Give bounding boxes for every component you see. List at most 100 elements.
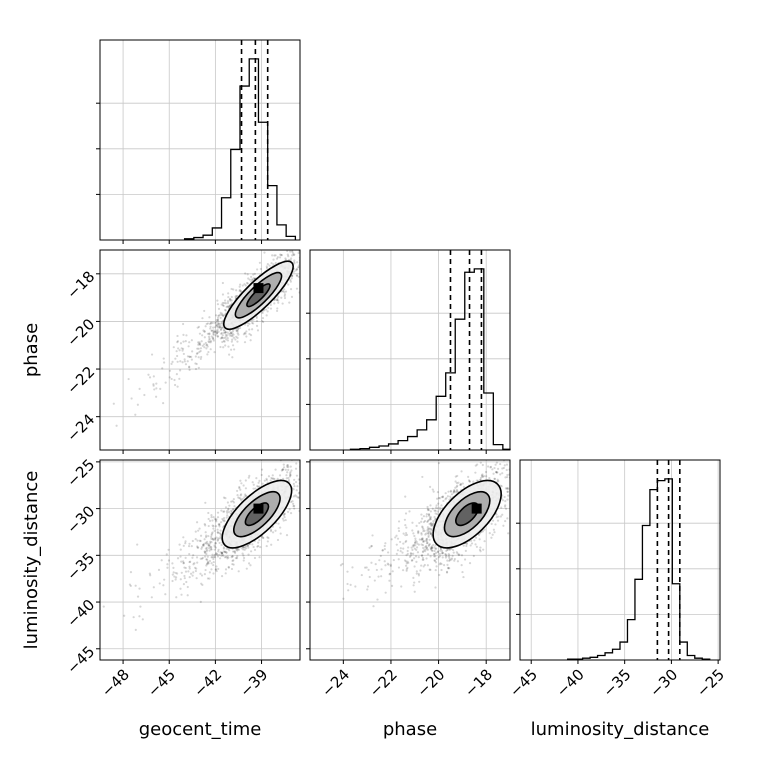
- sample-point: [197, 546, 200, 549]
- sample-point: [457, 553, 460, 557]
- sample-point: [222, 550, 225, 553]
- sample-point: [221, 326, 224, 329]
- sample-point: [207, 340, 210, 343]
- sample-point: [339, 564, 343, 567]
- sample-point: [134, 628, 137, 631]
- sample-point: [460, 470, 463, 473]
- sample-point: [262, 320, 265, 324]
- sample-point: [430, 547, 433, 550]
- sample-point: [242, 548, 245, 551]
- sample-point: [220, 336, 223, 339]
- sample-point: [216, 320, 220, 323]
- sample-point: [204, 550, 207, 553]
- sample-point: [205, 344, 208, 347]
- sample-point: [228, 304, 231, 308]
- sample-point: [170, 377, 173, 381]
- sample-point: [289, 473, 292, 477]
- sample-point: [230, 567, 234, 571]
- sample-point: [293, 507, 296, 510]
- sample-point: [487, 465, 490, 468]
- sample-point: [302, 245, 304, 247]
- sample-point: [429, 530, 432, 534]
- sample-point: [252, 273, 255, 276]
- sample-point: [417, 530, 420, 534]
- sample-point: [172, 571, 175, 574]
- sample-point: [152, 375, 155, 378]
- sample-point: [215, 324, 219, 327]
- sample-point: [160, 559, 163, 562]
- sample-point: [215, 321, 218, 324]
- sample-point: [191, 539, 194, 543]
- sample-point: [500, 506, 503, 509]
- sample-point: [421, 525, 424, 528]
- sample-point: [283, 291, 286, 294]
- sample-point: [176, 354, 179, 358]
- sample-point: [462, 575, 465, 579]
- sample-point: [279, 532, 282, 535]
- sample-point: [426, 507, 429, 511]
- sample-point: [422, 527, 425, 531]
- sample-point: [506, 473, 509, 477]
- sample-point: [228, 297, 232, 301]
- sample-point: [239, 326, 242, 330]
- sample-point: [436, 550, 439, 553]
- sample-point: [505, 468, 508, 472]
- sample-point: [481, 475, 484, 479]
- sample-point: [442, 564, 446, 567]
- sample-point: [198, 342, 201, 345]
- sample-point: [402, 547, 405, 550]
- tick-label-x-geocent-time: −45: [144, 666, 179, 701]
- sample-point: [210, 514, 213, 517]
- sample-point: [224, 331, 227, 334]
- sample-point: [188, 576, 191, 579]
- sample-point: [257, 541, 260, 544]
- sample-point: [202, 544, 205, 547]
- sample-point: [219, 557, 222, 560]
- sample-point: [203, 555, 207, 558]
- sample-point: [167, 559, 170, 562]
- sample-point: [198, 539, 201, 542]
- sample-point: [405, 560, 408, 563]
- sample-point: [436, 507, 439, 510]
- sample-point: [273, 298, 277, 301]
- sample-point: [468, 480, 472, 483]
- sample-point: [284, 258, 288, 261]
- sample-point: [306, 257, 308, 259]
- sample-point: [238, 288, 241, 292]
- sample-point: [132, 616, 135, 619]
- sample-point: [397, 520, 401, 523]
- sample-point: [210, 537, 213, 540]
- sample-point: [289, 465, 292, 468]
- sample-point: [182, 340, 185, 343]
- sample-point: [240, 493, 243, 496]
- sample-point: [216, 303, 220, 306]
- sample-point: [507, 487, 510, 490]
- sample-point: [277, 301, 280, 304]
- sample-point: [380, 568, 383, 571]
- sample-point: [279, 526, 282, 529]
- sample-point: [330, 233, 332, 235]
- sample-point: [434, 555, 437, 558]
- sample-point: [503, 505, 507, 508]
- sample-point: [506, 490, 509, 493]
- sample-point: [235, 489, 239, 493]
- sample-point: [227, 345, 230, 348]
- sample-point: [218, 531, 221, 535]
- sample-point: [258, 539, 261, 542]
- sample-point: [300, 484, 302, 486]
- sample-point: [218, 541, 221, 545]
- sample-point: [247, 553, 250, 556]
- sample-point: [205, 542, 208, 545]
- sample-point: [214, 330, 217, 334]
- sample-point: [474, 471, 477, 474]
- sample-point: [238, 289, 241, 293]
- sample-point: [432, 522, 435, 525]
- sample-point: [233, 550, 237, 553]
- sample-point: [295, 274, 299, 277]
- sample-point: [478, 548, 482, 552]
- sample-point: [197, 366, 200, 369]
- sample-point: [218, 553, 221, 556]
- sample-point: [404, 534, 407, 537]
- sample-point: [226, 557, 229, 560]
- sample-point: [214, 542, 217, 545]
